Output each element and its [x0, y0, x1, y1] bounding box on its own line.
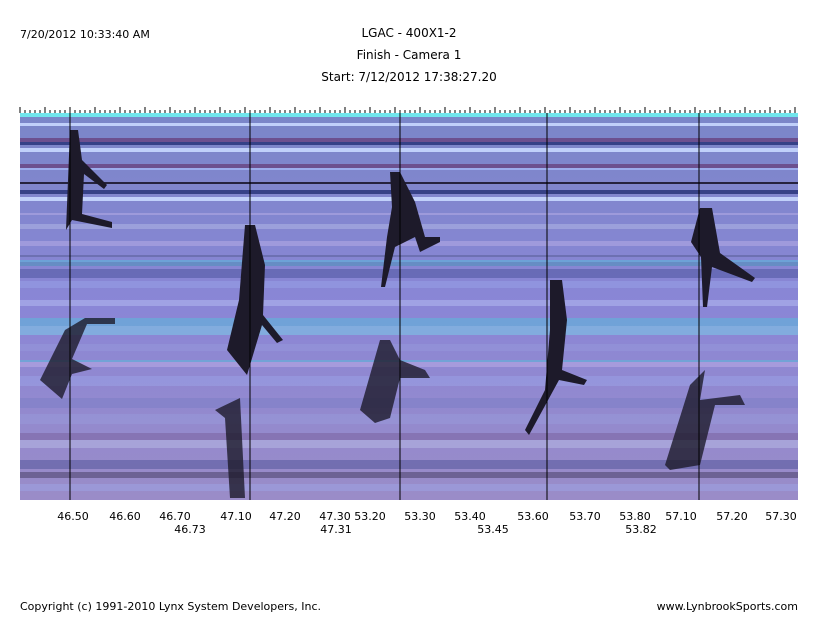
stripe	[20, 440, 798, 448]
site: www.LynbrookSports.com	[656, 600, 798, 613]
copyright: Copyright (c) 1991-2010 Lynx System Deve…	[20, 600, 322, 613]
stripe	[20, 142, 798, 145]
time-label: 46.50	[57, 510, 89, 523]
stripe	[20, 168, 798, 170]
time-label: 53.60	[517, 510, 549, 523]
stripe	[20, 281, 798, 288]
ruler	[19, 107, 796, 113]
finish-lines	[69, 113, 700, 500]
stripe	[20, 326, 798, 335]
runners	[40, 130, 755, 498]
time-label: 53.40	[454, 510, 486, 523]
stripe	[20, 376, 798, 386]
time-label: 46.60	[109, 510, 141, 523]
stripe	[20, 241, 798, 246]
time-label: 46.70	[159, 510, 191, 523]
stripe	[20, 300, 798, 306]
stripe	[20, 433, 798, 440]
stripe	[20, 138, 798, 142]
time-label: 47.20	[269, 510, 301, 523]
stripe	[20, 460, 798, 469]
stripe	[20, 260, 798, 262]
time-label: 47.10	[220, 510, 252, 523]
time-label: 46.73	[174, 523, 206, 536]
time-label: 53.45	[477, 523, 509, 536]
stripe	[20, 398, 798, 408]
time-label: 53.30	[404, 510, 436, 523]
stripe	[20, 318, 798, 326]
subtitle: Finish - Camera 1	[356, 48, 462, 62]
stripe	[20, 269, 798, 278]
stripe	[20, 164, 798, 168]
finish-image	[19, 107, 798, 500]
time-label: 53.20	[354, 510, 386, 523]
stripe	[20, 414, 798, 424]
time-label: 53.82	[625, 523, 657, 536]
time-label: 57.30	[765, 510, 797, 523]
time-label: 53.70	[569, 510, 601, 523]
time-label: 47.30	[319, 510, 351, 523]
start-time: Start: 7/12/2012 17:38:27.20	[321, 70, 497, 84]
time-label: 57.10	[665, 510, 697, 523]
stripe	[20, 255, 798, 257]
stripe	[20, 148, 798, 152]
time-label: 47.31	[320, 523, 352, 536]
timestamp: 7/20/2012 10:33:40 AM	[20, 28, 150, 41]
stripe	[20, 484, 798, 491]
title: LGAC - 400X1-2	[361, 26, 457, 40]
stripe	[20, 472, 798, 478]
stripe	[20, 182, 798, 184]
time-label: 53.80	[619, 510, 651, 523]
stripe	[20, 113, 798, 117]
track-background	[20, 113, 798, 500]
stripe	[20, 262, 798, 266]
stripe	[20, 123, 798, 126]
stripes	[20, 113, 798, 491]
stripe	[20, 344, 798, 351]
time-label: 57.20	[716, 510, 748, 523]
stripe	[20, 360, 798, 362]
